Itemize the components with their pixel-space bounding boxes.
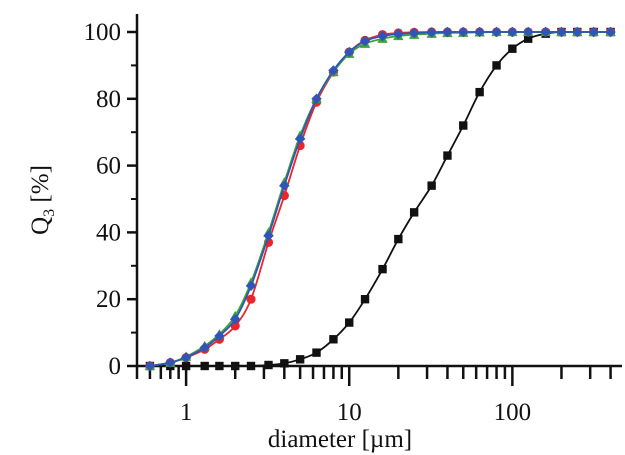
data-point (345, 318, 354, 327)
data-point (264, 360, 273, 370)
series-2-line (149, 31, 611, 367)
series-layer (144, 26, 616, 372)
data-point (328, 65, 339, 76)
y-tick-label: 20 (96, 286, 121, 313)
data-point (409, 208, 419, 217)
data-point (458, 26, 469, 38)
svg-text:Q3 [%]: Q3 [%] (27, 165, 58, 235)
data-point (556, 26, 567, 38)
data-point (246, 294, 256, 304)
y-tick-label: 100 (84, 19, 122, 46)
data-point (442, 26, 453, 38)
x-axis-label: diameter [µm] (268, 426, 412, 453)
data-point (180, 352, 192, 363)
data-point (378, 264, 387, 274)
data-point (491, 26, 502, 38)
data-point (230, 314, 241, 325)
x-tick-label: 1 (180, 399, 193, 426)
y-axis-label-subscript: 3 (41, 209, 58, 217)
data-point (523, 34, 533, 43)
data-point (344, 46, 355, 58)
data-point (312, 348, 321, 357)
data-point (214, 330, 225, 342)
data-point (474, 26, 485, 38)
y-axis-label: Q3 [%] (27, 165, 58, 235)
data-point (507, 26, 518, 38)
y-tick-label: 40 (96, 219, 121, 246)
data-point (245, 280, 257, 292)
data-point (443, 151, 452, 160)
data-point (394, 234, 403, 244)
data-point (377, 30, 388, 42)
data-point (263, 230, 274, 241)
data-point (427, 181, 436, 190)
data-point (200, 361, 209, 371)
y-tick-label: 80 (96, 86, 121, 113)
data-point (144, 360, 156, 372)
data-point (311, 93, 322, 104)
y-axis-label-main: Q (27, 217, 54, 235)
series-2 (145, 27, 616, 371)
data-point (329, 335, 338, 344)
x-tick-label: 100 (494, 399, 532, 426)
series-4-line (149, 31, 611, 367)
data-point (165, 357, 176, 368)
series-4 (144, 26, 616, 372)
data-point (475, 87, 484, 97)
data-point (408, 27, 420, 39)
data-point (605, 26, 616, 38)
data-point (522, 26, 534, 38)
data-point (492, 61, 501, 70)
data-point (294, 133, 306, 145)
series-1 (145, 27, 615, 371)
data-point (459, 121, 468, 130)
data-point (295, 355, 305, 364)
data-point (588, 26, 599, 38)
data-point (393, 28, 404, 40)
data-point (540, 26, 551, 38)
data-point (199, 342, 210, 353)
y-tick-label: 0 (109, 353, 122, 380)
data-point (215, 361, 224, 371)
data-point (508, 44, 517, 53)
data-point (280, 359, 289, 368)
series-3-line (149, 31, 611, 367)
data-point (181, 361, 191, 371)
y-tick-label: 60 (96, 153, 121, 180)
data-point (246, 361, 256, 371)
data-point (426, 27, 437, 38)
series-1-line (149, 30, 611, 367)
data-point (360, 295, 370, 304)
y-axis-label-unit: [%] (27, 165, 54, 202)
data-point (572, 26, 583, 38)
data-point (279, 180, 290, 191)
series-3 (144, 26, 616, 371)
data-point (231, 361, 240, 371)
data-point (359, 35, 371, 47)
x-tick-label: 10 (337, 399, 362, 426)
